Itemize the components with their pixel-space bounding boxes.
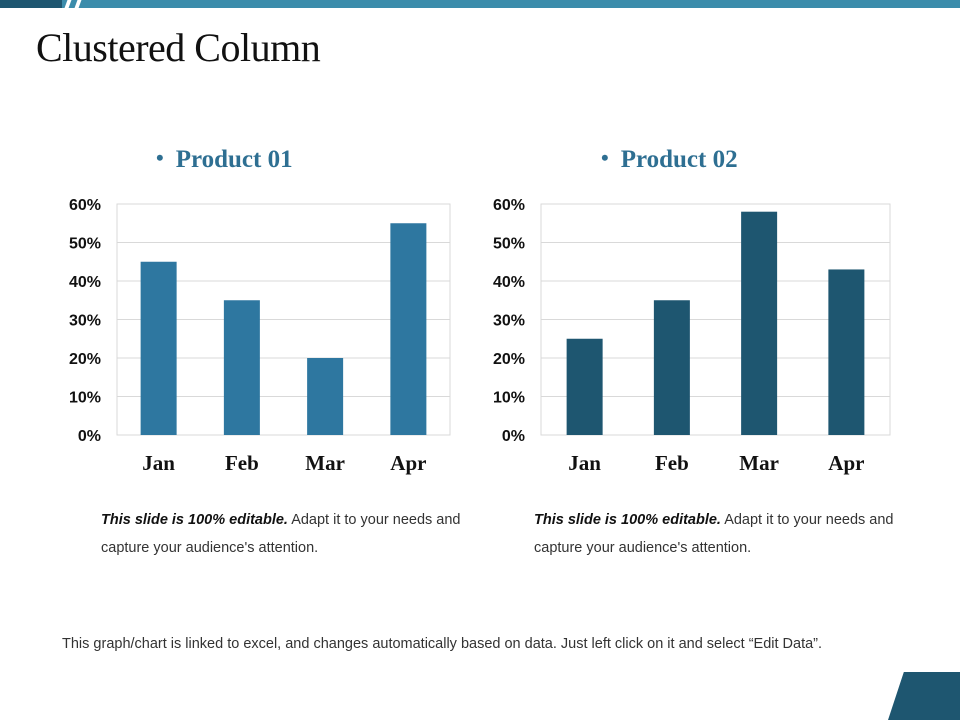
y-tick-label: 0% (78, 428, 101, 445)
bar-feb[interactable] (653, 300, 690, 435)
product-02-chart-svg: 0% 10% 20% 30% 40% 50% 60% Jan Feb Mar Apr (493, 197, 891, 475)
y-tick-label: 40% (493, 274, 525, 291)
x-category-label: Feb (655, 451, 689, 475)
product-02-chart[interactable]: 0% 10% 20% 30% 40% 50% 60% Jan Feb Mar Apr (475, 190, 900, 490)
product-01-note-bold: This slide is 100% editable. (101, 512, 288, 528)
slide-title: Clustered Column (36, 25, 321, 70)
y-tick-label: 30% (493, 313, 525, 330)
x-category-label: Apr (390, 451, 426, 475)
plot-area-border (540, 203, 891, 436)
top-accent-bar-dark (0, 0, 62, 8)
bullet-icon: • (156, 145, 164, 170)
x-category-label: Jan (142, 451, 175, 475)
y-tick-label: 20% (69, 351, 101, 368)
product-01-heading: • Product 01 (156, 145, 293, 174)
x-category-label: Jan (568, 451, 601, 475)
product-02-note-bold: This slide is 100% editable. (534, 512, 721, 528)
y-tick-label: 0% (502, 428, 525, 445)
y-tick-label: 40% (69, 274, 101, 291)
product-01-note: This slide is 100% editable. Adapt it to… (101, 506, 461, 562)
y-tick-label: 50% (493, 236, 525, 253)
bar-mar[interactable] (741, 211, 778, 435)
product-01-heading-text: Product 01 (175, 146, 293, 173)
y-tick-label: 30% (69, 313, 101, 330)
product-02-note: This slide is 100% editable. Adapt it to… (534, 506, 894, 562)
product-01-chart[interactable]: 0% 10% 20% 30% 40% 50% 60% Jan Feb Mar Apr (50, 190, 460, 490)
plot-area-border (116, 203, 451, 436)
y-tick-label: 60% (69, 197, 101, 214)
x-category-label: Mar (305, 451, 345, 475)
bar-jan[interactable] (566, 338, 603, 435)
footer-note: This graph/chart is linked to excel, and… (62, 636, 823, 652)
x-category-label: Mar (739, 451, 779, 475)
bar-apr[interactable] (828, 269, 865, 435)
product-01-chart-svg: 0% 10% 20% 30% 40% 50% 60% Jan Feb Mar Apr (69, 197, 451, 475)
y-tick-label: 20% (493, 351, 525, 368)
bullet-icon: • (601, 145, 609, 170)
y-tick-label: 50% (69, 236, 101, 253)
x-category-label: Feb (225, 451, 259, 475)
bar-mar[interactable] (307, 358, 344, 435)
x-category-label: Apr (828, 451, 864, 475)
bar-apr[interactable] (390, 223, 427, 435)
y-tick-label: 10% (493, 390, 525, 407)
product-01-note-text: Adapt it to your needs and capture your … (101, 512, 461, 556)
product-02-heading: • Product 02 (601, 145, 738, 174)
corner-accent-shape (888, 672, 960, 720)
product-02-note-text: Adapt it to your needs and capture your … (534, 512, 894, 556)
product-02-heading-text: Product 02 (620, 146, 738, 173)
y-tick-label: 60% (493, 197, 525, 214)
bar-feb[interactable] (223, 300, 260, 435)
y-tick-label: 10% (69, 390, 101, 407)
bar-jan[interactable] (140, 261, 177, 435)
top-accent-bar (0, 0, 960, 8)
